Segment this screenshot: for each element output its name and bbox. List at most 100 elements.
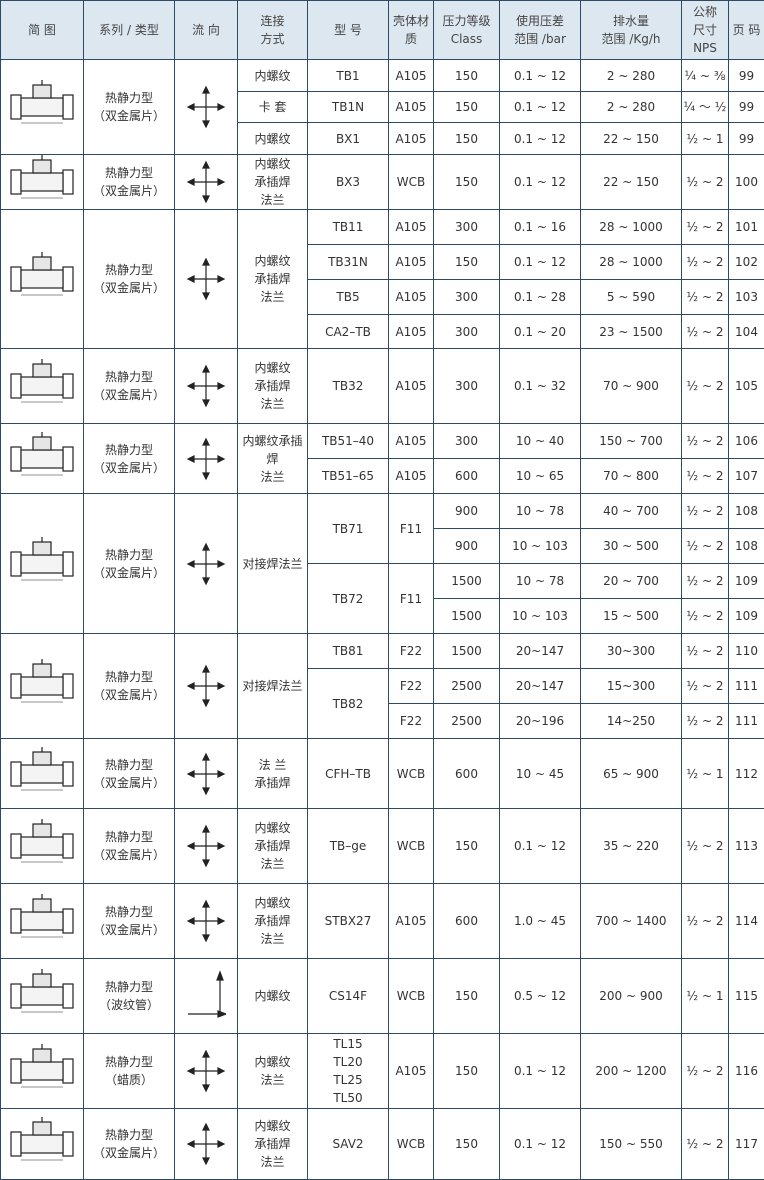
model: STBX27 xyxy=(308,884,389,959)
cell-text: 系列 / 类型 xyxy=(99,23,159,37)
valve-outline xyxy=(11,537,73,580)
cell-text: 热静力型 xyxy=(105,670,153,684)
page: 109 xyxy=(729,599,764,634)
cell-text: 法兰 xyxy=(260,470,284,484)
nps: ½ ~ 2 xyxy=(682,669,729,704)
page: 111 xyxy=(729,704,764,739)
flow-direction xyxy=(175,809,238,884)
range: 10 ~ 78 xyxy=(500,494,581,529)
arrows xyxy=(188,754,224,794)
cell-text: 型 号 xyxy=(334,23,362,37)
flow-arrows xyxy=(186,437,226,481)
sketch xyxy=(1,739,84,809)
cell-text: 法兰 xyxy=(260,1073,284,1087)
cell-text: （双金属片） xyxy=(93,923,165,937)
class: 150 xyxy=(434,1109,500,1180)
range: 0.1 ~ 12 xyxy=(500,1034,581,1109)
model: TB71 xyxy=(308,494,389,564)
material: A105 xyxy=(389,1034,434,1109)
page: 101 xyxy=(729,210,764,245)
sketch xyxy=(1,494,84,634)
model: CFH–TB xyxy=(308,739,389,809)
cell-text: 热静力型 xyxy=(105,370,153,384)
model: CS14F xyxy=(308,959,389,1034)
range: 0.5 ~ 12 xyxy=(500,959,581,1034)
valve-sketch xyxy=(7,252,77,306)
arrows xyxy=(188,666,224,706)
model: SAV2 xyxy=(308,1109,389,1180)
material: A105 xyxy=(389,315,434,349)
cell-text: 焊 xyxy=(266,452,278,466)
class: 300 xyxy=(434,349,500,424)
class: 900 xyxy=(434,494,500,529)
flow-arrows xyxy=(186,664,226,708)
page: 109 xyxy=(729,564,764,599)
class: 300 xyxy=(434,424,500,459)
cell-text: 连接 xyxy=(260,14,284,28)
cell-text: BX1 xyxy=(336,132,360,146)
cell-text: 范围 /bar xyxy=(514,32,566,46)
material: A105 xyxy=(389,210,434,245)
model: TB5 xyxy=(308,280,389,315)
cell-text: 范围 /Kg/h xyxy=(602,32,661,46)
flow: 2 ~ 280 xyxy=(581,92,682,123)
header-cell: 型 号 xyxy=(308,1,389,60)
cell-text: （双金属片） xyxy=(93,109,165,123)
series: 热静力型（双金属片） xyxy=(84,739,175,809)
sketch xyxy=(1,959,84,1034)
cell-text: TB51–65 xyxy=(322,469,374,483)
material: F22 xyxy=(389,669,434,704)
model: TB32 xyxy=(308,349,389,424)
cell-text: 承插焊 xyxy=(254,1137,290,1151)
valve-sketch xyxy=(7,1044,77,1098)
cell-text: （双金属片） xyxy=(93,1146,165,1160)
page: 108 xyxy=(729,529,764,564)
page: 115 xyxy=(729,959,764,1034)
flow-arrows xyxy=(186,824,226,868)
nps: ½ ~ 2 xyxy=(682,349,729,424)
series: 热静力型（双金属片） xyxy=(84,494,175,634)
cell-text: 简 图 xyxy=(28,23,56,37)
cell-text: 法兰 xyxy=(260,193,284,207)
cell-text: （蜡质） xyxy=(105,1073,153,1087)
flow: 28 ~ 1000 xyxy=(581,210,682,245)
nps: ½ ~ 2 xyxy=(682,704,729,739)
cell-text: 承插焊 xyxy=(254,379,290,393)
material: A105 xyxy=(389,884,434,959)
cell-text: SAV2 xyxy=(332,1137,363,1151)
cell-text: 页 码 xyxy=(733,23,761,37)
arrows xyxy=(188,162,224,202)
cell-text: （双金属片） xyxy=(93,566,165,580)
page: 113 xyxy=(729,809,764,884)
cell-text: 尺寸 xyxy=(693,23,717,37)
range: 10 ~ 65 xyxy=(500,459,581,494)
sketch xyxy=(1,634,84,739)
sketch xyxy=(1,1109,84,1180)
nps: ½ ~ 2 xyxy=(682,1109,729,1180)
range: 1.0 ~ 45 xyxy=(500,884,581,959)
cell-text: TB–ge xyxy=(330,839,367,853)
series: 热静力型（双金属片） xyxy=(84,60,175,155)
cell-text: CA2–TB xyxy=(325,325,371,339)
cell-text: （波纹管） xyxy=(99,998,159,1012)
valve-outline xyxy=(11,80,73,123)
cell-text: TL15 xyxy=(333,1037,362,1051)
flow-arrows xyxy=(186,1122,226,1166)
class: 2500 xyxy=(434,669,500,704)
nps: ½ ~ 1 xyxy=(682,959,729,1034)
model: TB1 xyxy=(308,60,389,92)
header-cell: 排水量范围 /Kg/h xyxy=(581,1,682,60)
cell-text: 压力等级 xyxy=(442,14,490,28)
material: A105 xyxy=(389,459,434,494)
range: 0.1 ~ 12 xyxy=(500,60,581,92)
cell-text: TB1 xyxy=(336,69,359,83)
flow: 5 ~ 590 xyxy=(581,280,682,315)
cell-text: 内螺纹 xyxy=(254,361,290,375)
cell-text: 方式 xyxy=(260,32,284,46)
cell-text: 热静力型 xyxy=(105,443,153,457)
